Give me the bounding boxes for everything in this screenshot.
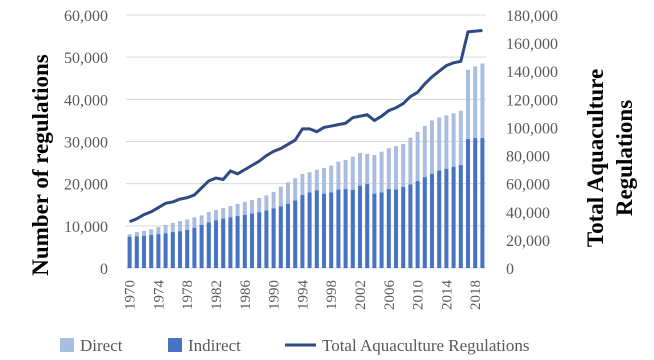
bar-indirect [473,138,478,268]
bar-indirect [178,231,182,268]
bar-indirect [156,234,161,268]
bar-indirect [451,166,456,268]
y-tick-right-label: 180,000 [506,8,558,25]
y-axis-left-title: Number of regulations [28,54,53,276]
y-tick-right-label: 140,000 [506,64,558,81]
x-tick-label: 2006 [382,280,398,311]
bar-indirect [214,220,218,268]
bar-indirect [343,189,348,268]
y-axis-right-title-line2: Regulations [612,100,637,216]
total-line [129,28,483,224]
bar-indirect [199,224,204,268]
y-tick-left-label: 60,000 [64,8,108,25]
bar-indirect [149,235,154,268]
bar-indirect [228,217,233,268]
bar-indirect [415,181,420,268]
bar-indirect [322,193,326,268]
x-tick-label: 1986 [238,280,254,311]
bar-indirect [329,192,334,268]
y-tick-right-label: 80,000 [506,149,550,166]
bar-indirect [250,213,254,268]
bar-indirect [350,189,355,268]
legend-label-direct: Direct [80,336,123,355]
bar-indirect [394,189,398,268]
y-tick-right-label: 120,000 [506,92,558,109]
bar-indirect [358,185,362,268]
y-tick-left-label: 20,000 [64,177,108,194]
bar-indirect [480,138,485,268]
y-tick-left-label: 0 [100,261,108,278]
y-tick-left-label: 40,000 [64,92,108,109]
bar-indirect [170,232,175,268]
legend-swatch-direct [60,338,74,352]
bar-indirect [221,218,226,268]
bar-indirect [314,190,319,268]
bar-indirect [422,177,427,268]
bar-indirect [206,222,211,268]
x-tick-label: 2002 [353,280,369,310]
bar-indirect [163,233,168,268]
x-axis-ticks: 1970 1974 1978 1982 1986 1990 1994 1998 2002 2006… [123,280,485,311]
bar-indirect [365,184,370,268]
bar-indirect [293,200,298,268]
x-tick-label: 2014 [439,280,455,311]
y-tick-right-label: 20,000 [506,233,550,250]
x-tick-label: 2018 [468,280,484,310]
legend-swatch-indirect [168,338,182,352]
bar-indirect [307,192,312,268]
bar-indirect [458,165,463,268]
y-tick-left-label: 10,000 [64,219,108,236]
legend-label-indirect: Indirect [188,336,241,355]
y-tick-right-label: 40,000 [506,205,550,222]
bar-indirect [264,210,269,268]
bar-indirect [278,206,283,268]
bars [127,63,485,269]
y-tick-right-label: 0 [506,261,514,278]
bar-indirect [336,189,341,268]
bar-indirect [437,170,442,268]
bar-indirect [300,195,305,268]
x-tick-label: 1994 [295,280,311,311]
bar-indirect [408,184,413,268]
bar-indirect [142,235,146,268]
y-tick-left-label: 30,000 [64,135,108,152]
y-axis-left-ticks: 0 10,000 20,000 30,000 40,000 50,000 60,000 [64,8,108,278]
x-tick-label: 1990 [267,280,283,310]
x-tick-label: 1982 [209,280,225,310]
x-tick-label: 1974 [151,280,167,311]
y-tick-left-label: 50,000 [64,50,108,67]
bar-indirect [466,138,470,268]
bar-indirect [127,236,132,268]
y-tick-right-label: 160,000 [506,36,558,53]
legend: Direct Indirect Total Aquaculture Regula… [60,336,530,355]
bar-indirect [401,187,406,268]
bar-indirect [379,192,384,268]
y-axis-right-title-line1: Total Aquaculture [583,69,608,247]
x-tick-label: 1998 [324,280,340,310]
y-axis-right-ticks: 0 20,000 40,000 60,000 80,000 100,000 120,000 1… [506,8,558,278]
bar-indirect [242,214,247,268]
bar-indirect [185,230,190,268]
bar-indirect [430,173,434,268]
x-tick-label: 1970 [123,280,139,310]
bar-indirect [257,212,262,268]
bar-indirect [286,203,290,268]
y-tick-right-label: 60,000 [506,177,550,194]
bar-indirect [372,193,377,268]
bar-indirect [192,227,197,268]
x-tick-label: 1978 [180,280,196,310]
bar-indirect [271,208,276,268]
legend-label-total: Total Aquaculture Regulations [322,336,530,355]
x-tick-label: 2010 [411,280,427,310]
bar-indirect [386,189,391,268]
bar-indirect [235,216,240,268]
bar-indirect [134,236,139,268]
bar-indirect [444,168,449,268]
y-tick-right-label: 100,000 [506,120,558,137]
